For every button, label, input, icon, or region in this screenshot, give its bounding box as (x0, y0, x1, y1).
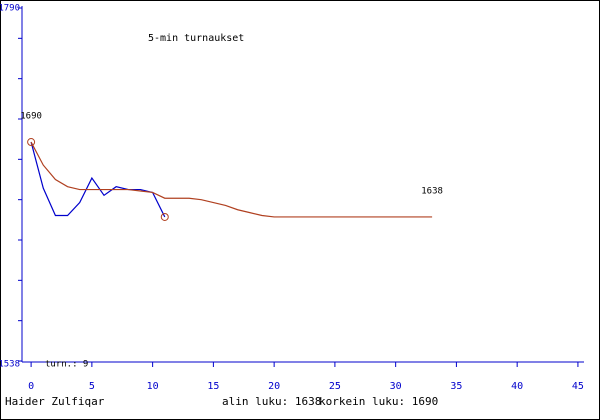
x-tick-label: 40 (511, 381, 523, 392)
x-tick-label: 5 (89, 381, 95, 392)
series-line (30, 141, 166, 218)
annotation: 1638 (421, 186, 443, 196)
x-tick-label: 45 (572, 381, 584, 392)
turn-label: turn.: 9 (45, 360, 88, 370)
x-tick-label: 15 (207, 381, 219, 392)
max-label: korkein luku: 1690 (319, 395, 438, 408)
y-min-label: 1538 (0, 360, 20, 370)
series-line (30, 141, 433, 218)
marker (160, 212, 169, 221)
min-label: alin luku: 1638 (222, 395, 321, 408)
x-tick-label: 35 (450, 381, 462, 392)
x-tick-label: 30 (390, 381, 402, 392)
x-tick-label: 25 (329, 381, 341, 392)
y-max-label: 1790 (0, 4, 20, 14)
marker (27, 138, 36, 147)
annotation: 1690 (20, 112, 42, 122)
author: Haider Zulfiqar (5, 395, 105, 408)
x-tick-label: 20 (268, 381, 280, 392)
chart-title: 5-min turnaukset (148, 33, 244, 44)
x-tick-label: 0 (28, 381, 34, 392)
x-tick-label: 10 (147, 381, 159, 392)
